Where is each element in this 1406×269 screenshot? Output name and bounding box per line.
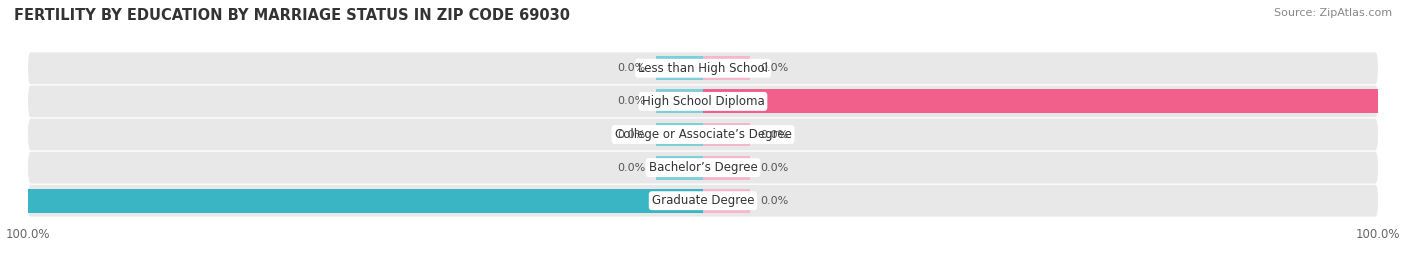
Bar: [655, 156, 703, 179]
FancyBboxPatch shape: [28, 86, 1378, 117]
FancyBboxPatch shape: [28, 119, 1378, 150]
Text: 100.0%: 100.0%: [0, 196, 18, 206]
Text: FERTILITY BY EDUCATION BY MARRIAGE STATUS IN ZIP CODE 69030: FERTILITY BY EDUCATION BY MARRIAGE STATU…: [14, 8, 569, 23]
Bar: [703, 189, 751, 213]
Text: Bachelor’s Degree: Bachelor’s Degree: [648, 161, 758, 174]
Text: Source: ZipAtlas.com: Source: ZipAtlas.com: [1274, 8, 1392, 18]
Bar: [703, 156, 751, 179]
Text: 0.0%: 0.0%: [617, 63, 645, 73]
Bar: [655, 90, 703, 113]
FancyBboxPatch shape: [28, 152, 1378, 183]
Text: High School Diploma: High School Diploma: [641, 95, 765, 108]
Text: 0.0%: 0.0%: [761, 63, 789, 73]
Text: 100.0%: 100.0%: [1388, 96, 1406, 107]
Text: College or Associate’s Degree: College or Associate’s Degree: [614, 128, 792, 141]
FancyBboxPatch shape: [28, 185, 1378, 217]
Text: 0.0%: 0.0%: [761, 162, 789, 173]
Bar: [703, 90, 1378, 113]
Text: 0.0%: 0.0%: [617, 162, 645, 173]
Bar: [703, 123, 751, 146]
Text: Graduate Degree: Graduate Degree: [652, 194, 754, 207]
Bar: [655, 56, 703, 80]
Text: Less than High School: Less than High School: [638, 62, 768, 75]
Bar: [28, 189, 703, 213]
FancyBboxPatch shape: [28, 52, 1378, 84]
Text: 0.0%: 0.0%: [761, 129, 789, 140]
Text: 0.0%: 0.0%: [761, 196, 789, 206]
Text: 0.0%: 0.0%: [617, 96, 645, 107]
Bar: [655, 123, 703, 146]
Bar: [703, 56, 751, 80]
Text: 0.0%: 0.0%: [617, 129, 645, 140]
